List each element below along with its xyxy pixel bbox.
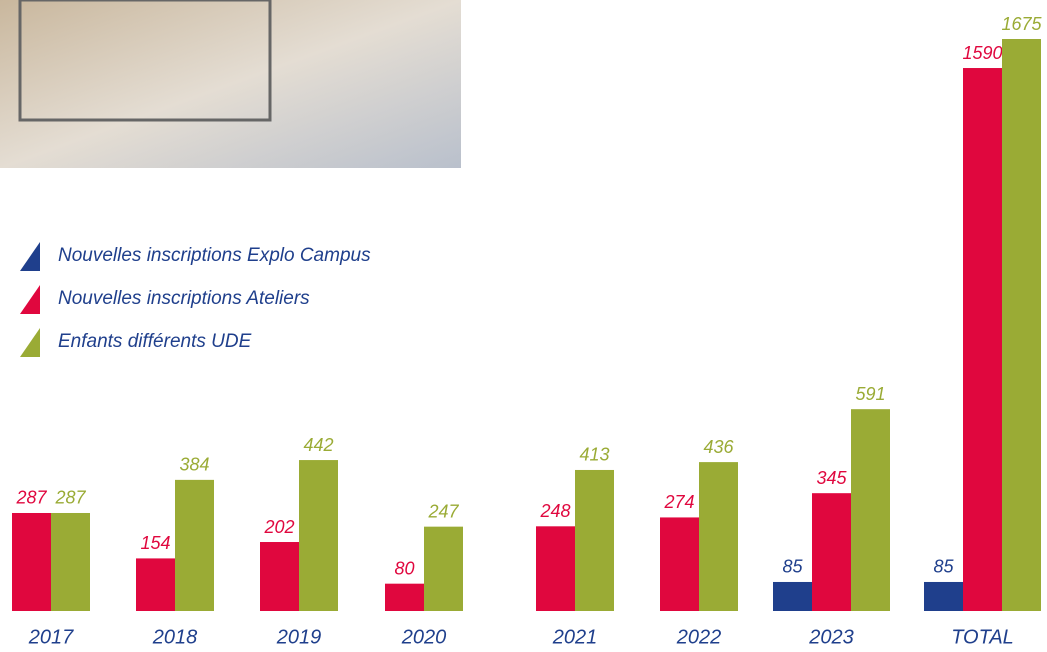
bar: [260, 542, 299, 611]
value-label: 287: [54, 488, 86, 508]
legend-label: Nouvelles inscriptions Ateliers: [58, 288, 310, 309]
value-label: 248: [539, 501, 570, 521]
value-label: 384: [179, 455, 209, 475]
bar: [812, 493, 851, 611]
x-tick-label: 2017: [28, 626, 74, 648]
bar: [12, 512, 51, 611]
value-label: 591: [855, 384, 885, 404]
x-tick-label: 2019: [276, 626, 322, 648]
bar: [773, 581, 812, 611]
value-label: 1675: [1001, 14, 1042, 34]
value-label: 202: [263, 517, 294, 537]
plot: 287 287 2017 154 384 2018 202 442 2019 80 247 2020 2…: [12, 14, 1043, 648]
x-tick-label: 2022: [676, 626, 722, 648]
bar: [385, 583, 424, 611]
value-label: 442: [303, 435, 333, 455]
value-label: 345: [816, 468, 847, 488]
bar: [660, 517, 699, 611]
x-tick-label: 2020: [401, 626, 447, 648]
legend: Nouvelles inscriptions Explo Campus Nouve…: [20, 242, 371, 357]
bar: [575, 469, 614, 611]
bar: [924, 581, 963, 611]
legend-marker: [20, 285, 40, 314]
x-tick-label: 2021: [552, 626, 598, 648]
value-label: 80: [394, 558, 414, 578]
value-label: 274: [663, 492, 694, 512]
value-label: 413: [579, 445, 609, 465]
x-tick-label: TOTAL: [951, 626, 1014, 648]
legend-label: Nouvelles inscriptions Explo Campus: [58, 245, 371, 266]
x-tick-label: 2023: [808, 626, 854, 648]
value-label: 85: [782, 557, 803, 577]
value-label: 154: [140, 533, 170, 553]
x-tick-label: 2018: [152, 626, 198, 648]
legend-marker: [20, 242, 40, 271]
value-label: 287: [15, 488, 47, 508]
bar: [175, 479, 214, 611]
bar: [136, 558, 175, 611]
legend-label: Enfants différents UDE: [58, 331, 252, 352]
photo: [0, 0, 461, 168]
value-label: 85: [933, 557, 954, 577]
bar: [51, 512, 90, 611]
bar: [1002, 39, 1041, 611]
bar: [299, 460, 338, 611]
bar: [851, 409, 890, 611]
bar: [963, 68, 1002, 612]
bar: [424, 526, 463, 611]
value-label: 436: [703, 437, 734, 457]
value-label: 247: [427, 501, 459, 521]
value-label: 1590: [962, 43, 1002, 63]
photo-frame: [18, 0, 272, 122]
bar: [699, 462, 738, 611]
legend-marker: [20, 328, 40, 357]
bar: [536, 526, 575, 611]
